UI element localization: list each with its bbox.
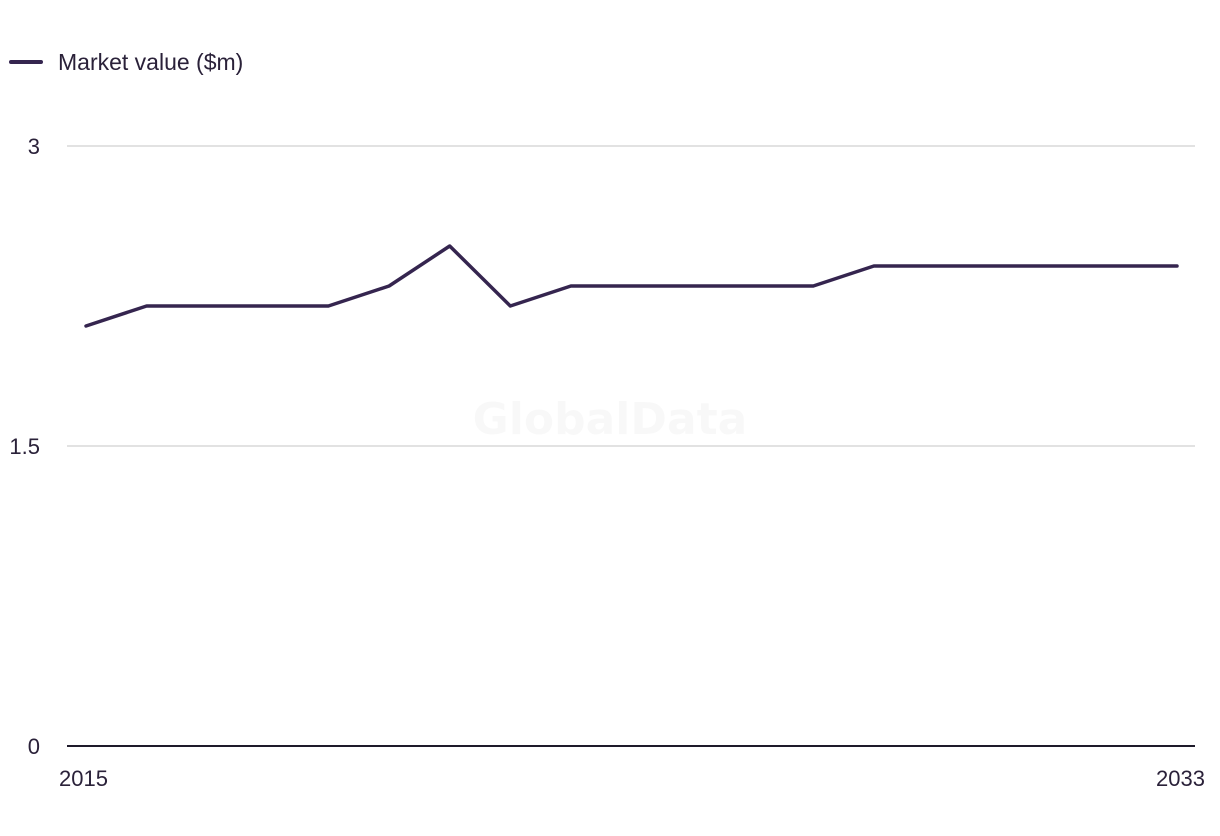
y-tick-label: 3 (28, 134, 40, 159)
legend-label: Market value ($m) (58, 49, 243, 75)
legend: Market value ($m) (9, 49, 243, 75)
grid-layer (67, 145, 1195, 447)
x-tick-label: 2015 (59, 766, 108, 791)
series-line (84, 244, 1179, 328)
y-tick-label: 1.5 (9, 434, 40, 459)
y-tick-label: 0 (28, 734, 40, 759)
watermark: GlobalData (473, 394, 748, 445)
y-axis-ticks: 01.53 (9, 134, 40, 759)
series-layer (84, 244, 1179, 328)
x-axis-ticks: 2015 2033 (59, 766, 1205, 791)
x-tick-label: 2033 (1156, 766, 1205, 791)
